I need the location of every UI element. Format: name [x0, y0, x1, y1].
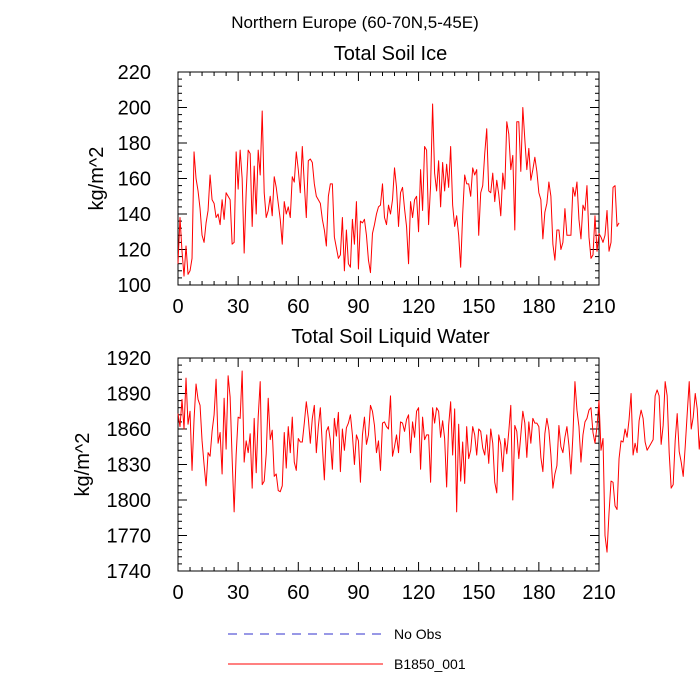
soil-liquid-water-panel: Total Soil Liquid Water kg/m^2 0 30 60 90 120 1…	[72, 326, 700, 604]
soil-ice-x-tick-label: 0	[172, 296, 183, 318]
soil-liquid-water-y-tick-label: 1740	[107, 561, 152, 583]
soil-liquid-water-y-tick-label: 1890	[107, 384, 152, 406]
soil-liquid-water-x-tick-label: 150	[462, 582, 495, 604]
soil-liquid-water-y-tick-label: 1920	[107, 348, 152, 370]
soil-ice-y-tick-label: 200	[118, 98, 151, 120]
soil-liquid-water-ylabel: kg/m^2	[72, 433, 94, 497]
soil-liquid-water-x-tick-label: 90	[347, 582, 369, 604]
legend-no-obs-label: No Obs	[394, 626, 441, 642]
soil-ice-x-tick-label: 120	[402, 296, 435, 318]
soil-ice-y-tick-label: 220	[118, 62, 151, 84]
soil-ice-x-tick-label: 180	[522, 296, 555, 318]
soil-ice-x-tick-label: 60	[287, 296, 309, 318]
legend-b1850-label: B1850_001	[394, 656, 466, 672]
legend: No Obs B1850_001	[228, 626, 466, 672]
soil-ice-panel: Total Soil Ice kg/m^2 0 30 60 90 120 150 180 210 1…	[86, 43, 620, 318]
soil-liquid-water-x-tick-label: 120	[402, 582, 435, 604]
soil-liquid-water-x-tick-label: 60	[287, 582, 309, 604]
soil-ice-series-b1850-001	[177, 103, 620, 277]
soil-ice-x-tick-label: 150	[462, 296, 495, 318]
figure-title: Northern Europe (60-70N,5-45E)	[231, 13, 479, 32]
soil-liquid-water-y-tick-label: 1770	[107, 526, 152, 548]
soil-liquid-water-series-b1850-001	[177, 370, 700, 553]
soil-ice-x-tick-label: 30	[227, 296, 249, 318]
soil-ice-x-tick-label: 210	[582, 296, 615, 318]
soil-liquid-water-y-tick-label: 1830	[107, 455, 152, 477]
soil-ice-y-tick-label: 120	[118, 240, 151, 262]
soil-ice-title: Total Soil Ice	[334, 43, 447, 65]
soil-ice-y-tick-label: 100	[118, 275, 151, 297]
soil-ice-y-tick-label: 180	[118, 133, 151, 155]
soil-liquid-water-x-tick-label: 210	[582, 582, 615, 604]
soil-ice-y-tick-label: 160	[118, 169, 151, 191]
soil-liquid-water-x-tick-label: 0	[172, 582, 183, 604]
soil-ice-ylabel: kg/m^2	[86, 147, 108, 211]
soil-liquid-water-title: Total Soil Liquid Water	[291, 326, 490, 348]
soil-liquid-water-y-tick-label: 1800	[107, 490, 152, 512]
soil-ice-y-tick-label: 140	[118, 204, 151, 226]
soil-liquid-water-x-tick-label: 180	[522, 582, 555, 604]
soil-ice-x-tick-label: 90	[347, 296, 369, 318]
soil-liquid-water-x-tick-label: 30	[227, 582, 249, 604]
soil-liquid-water-y-tick-label: 1860	[107, 419, 152, 441]
